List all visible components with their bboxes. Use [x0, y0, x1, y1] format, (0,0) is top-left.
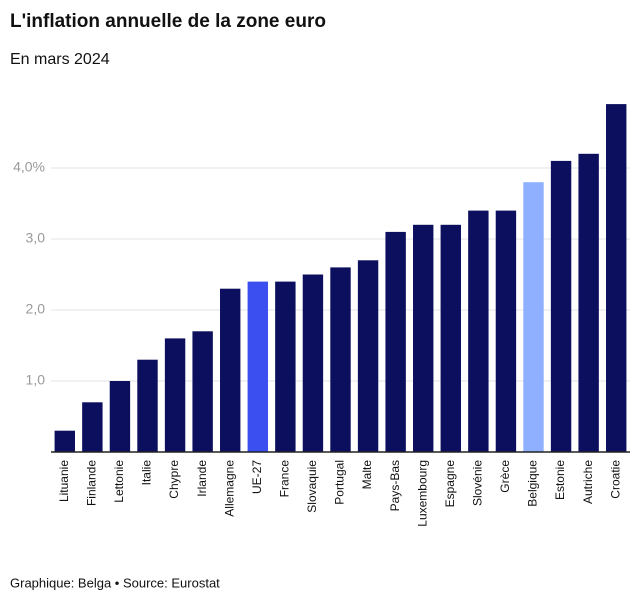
x-tick-label: Estonie	[553, 460, 567, 500]
bar	[550, 160, 572, 452]
x-tick-label: Lettonie	[112, 460, 126, 503]
x-tick-label: Slovaquie	[305, 460, 319, 513]
x-tick-label: Lituanie	[57, 460, 71, 502]
bar	[468, 210, 489, 452]
x-tick-label: UE-27	[250, 460, 264, 494]
bar	[385, 231, 406, 452]
bar	[578, 153, 599, 453]
bar	[357, 260, 379, 452]
x-tick-label: Italie	[140, 460, 154, 486]
x-tick-label: Belgique	[526, 460, 540, 507]
x-tick-label: Irlande	[195, 460, 209, 497]
y-tick-label: 4,0%	[13, 159, 45, 175]
x-tick-label: Allemagne	[222, 460, 236, 517]
x-tick-label: Portugal	[333, 460, 347, 505]
x-tick-label: Grèce	[498, 460, 512, 493]
bar	[82, 402, 103, 452]
bar	[606, 104, 627, 452]
bar	[413, 224, 434, 452]
bar	[164, 338, 186, 452]
bar	[54, 430, 75, 452]
bar	[330, 267, 351, 452]
x-tick-label: Slovénie	[471, 460, 485, 506]
source: Graphique: Belga • Source: Eurostat	[10, 575, 220, 590]
bar	[137, 359, 158, 452]
bar	[247, 281, 268, 452]
bar	[192, 331, 213, 452]
x-tick-label: Finlande	[85, 460, 99, 506]
bar	[440, 224, 461, 452]
x-tick-label: Croatie	[608, 460, 622, 499]
bar	[220, 288, 241, 452]
bar	[523, 182, 544, 452]
x-tick-label: Espagne	[443, 460, 457, 508]
x-tick-label: Autriche	[581, 460, 595, 504]
y-tick-label: 3,0	[26, 230, 46, 246]
x-tick-label: Chypre	[167, 460, 181, 499]
bar	[109, 381, 131, 452]
bar	[302, 274, 324, 452]
x-tick-label: Malte	[360, 460, 374, 490]
bar	[275, 281, 296, 452]
x-tick-label: Luxembourg	[415, 460, 429, 527]
y-tick-label: 1,0	[26, 372, 46, 388]
x-tick-label: France	[278, 460, 292, 498]
bar	[495, 210, 517, 452]
chart-title: L'inflation annuelle de la zone euro	[10, 11, 326, 32]
x-tick-label: Pays-Bas	[388, 460, 402, 511]
y-tick-label: 2,0	[26, 301, 46, 317]
chart-subtitle: En mars 2024	[10, 51, 110, 68]
